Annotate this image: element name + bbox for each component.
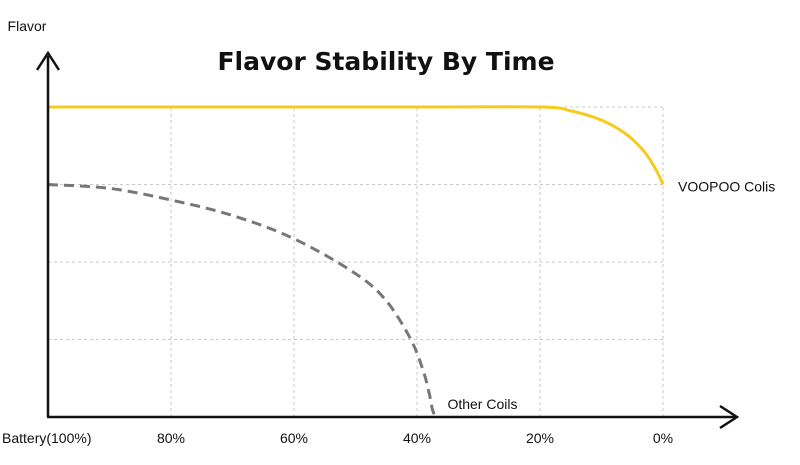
series-layer [47, 105, 665, 418]
y-axis-arrow [35, 50, 61, 71]
x-tick-label: Battery(100%) [2, 430, 91, 446]
series-line-voopoo-colis [48, 105, 665, 186]
axes [35, 50, 740, 430]
x-axis-arrow [719, 404, 740, 430]
x-tick-label: 40% [403, 430, 431, 446]
grid [48, 106, 664, 417]
chart-title: Flavor Stability By Time [217, 47, 554, 76]
series-line-other-coils [47, 183, 437, 418]
y-axis-label: Flavor [8, 18, 47, 34]
x-tick-labels: Battery(100%) 80% 60% 40% 20% 0% [2, 430, 673, 446]
series-label-voopoo-colis: VOOPOO Colis [678, 179, 775, 195]
series-label-other-coils: Other Coils [447, 396, 517, 412]
x-tick-label: 80% [157, 430, 185, 446]
series-labels: VOOPOO Colis Other Coils [447, 179, 775, 413]
x-tick-label: 0% [653, 430, 673, 446]
x-tick-label: 60% [280, 430, 308, 446]
x-tick-label: 20% [526, 430, 554, 446]
